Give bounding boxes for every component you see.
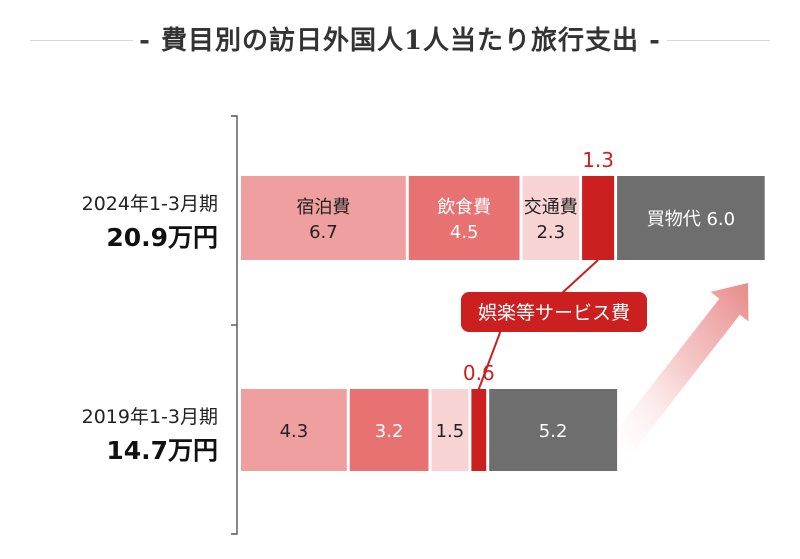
category-label: 2019年1-3月期 [82, 406, 218, 428]
category-total: 14.7万円 [106, 436, 218, 465]
data-label-shopping: 買物代 6.0 [647, 209, 735, 230]
data-label-transport: 1.5 [436, 421, 465, 442]
category-label: 2024年1-3月期 [82, 193, 218, 215]
entertainment-value-label: 0.6 [463, 361, 495, 385]
bar-shopping [617, 176, 765, 260]
bar-food [349, 389, 429, 471]
callout-label: 娯楽等サービス費 [478, 302, 630, 324]
data-label-accommodation: 宿泊費 6.7 [296, 197, 350, 243]
data-label-food: 飲食費 4.5 [437, 197, 491, 243]
data-label-shopping: 5.2 [539, 421, 568, 442]
chart-title: ‐ 費目別の訪日外国人1人当たり旅行支出 ‐ [0, 20, 800, 57]
bar-accommodation [241, 176, 406, 260]
callout-box [461, 292, 647, 332]
entertainment-value-label: 1.3 [582, 148, 614, 172]
data-label-transport: 交通費 2.3 [524, 197, 578, 243]
data-label-accommodation: 4.3 [280, 421, 309, 442]
category-total: 20.9万円 [106, 223, 218, 252]
bar-accommodation [241, 389, 347, 471]
callout-connector [560, 259, 599, 295]
callout-connector [477, 329, 502, 390]
bar-food [408, 176, 520, 260]
trend-arrow [603, 283, 749, 463]
bar-shopping [489, 389, 618, 471]
data-label-food: 3.2 [375, 421, 404, 442]
bar-entertainment [471, 389, 487, 471]
bar-entertainment [582, 176, 615, 260]
bar-transport [522, 176, 580, 260]
bar-transport [431, 389, 469, 471]
